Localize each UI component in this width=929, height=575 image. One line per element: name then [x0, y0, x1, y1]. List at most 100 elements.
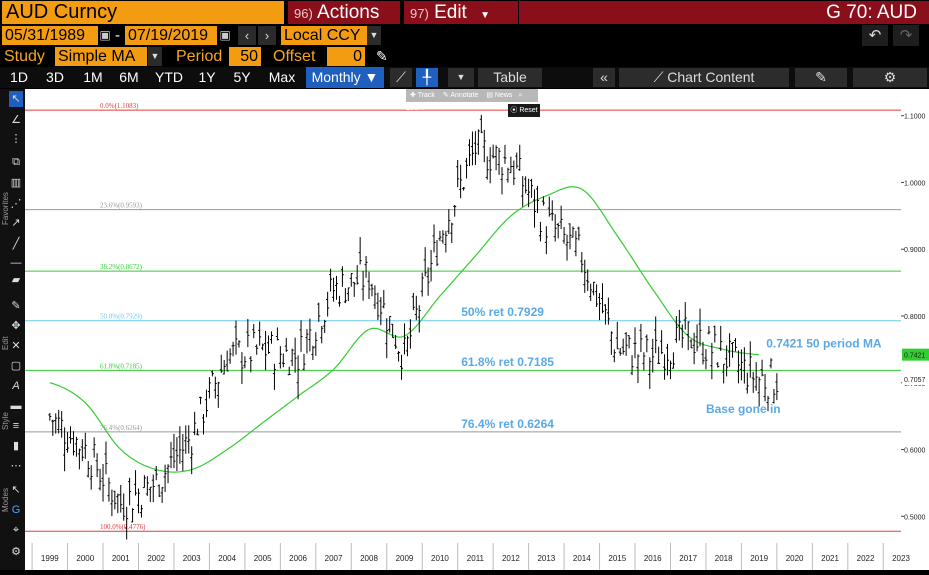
- currency-value: Local CCY: [284, 27, 361, 44]
- reset-label: Reset: [519, 107, 538, 114]
- x-tick-label: 2011: [467, 554, 485, 563]
- range-3d[interactable]: 3D: [46, 69, 64, 85]
- gear-icon[interactable]: ⚙: [853, 68, 927, 87]
- next-period-button[interactable]: ›: [258, 26, 276, 45]
- x-tick-label: 2013: [537, 554, 555, 563]
- range-6m[interactable]: 6M: [119, 69, 139, 85]
- frequency-select[interactable]: Monthly ▼: [306, 67, 384, 88]
- zoom-track-item[interactable]: ✚ Track: [410, 92, 435, 99]
- zoom-zoom-item[interactable]: ⌕ Zoom: [406, 92, 523, 112]
- move-icon[interactable]: ✥: [11, 320, 21, 332]
- pencil-icon[interactable]: ✎: [376, 48, 388, 64]
- zoom-news-item[interactable]: ▤ News: [486, 92, 513, 99]
- dash-icon[interactable]: ⋯: [10, 460, 22, 472]
- x-tick-label: 1999: [41, 554, 59, 563]
- ticker-field[interactable]: AUD Curncy: [2, 1, 284, 24]
- x-tick-label: 2003: [183, 554, 201, 563]
- news-label: News: [494, 92, 513, 99]
- fib-level-label: 38.2%(0.8672): [100, 263, 143, 271]
- x-tick-label: 2002: [147, 554, 165, 563]
- pen-icon[interactable]: ✎: [11, 300, 21, 312]
- channel-icon[interactable]: ⧉: [12, 156, 20, 168]
- pointer-icon[interactable]: ↖: [9, 91, 23, 107]
- chevron-down-icon[interactable]: ▼: [448, 68, 474, 87]
- horizontal-line-icon[interactable]: —: [10, 257, 22, 269]
- actions-menu-button[interactable]: 96) Actions ▼: [288, 1, 400, 45]
- chart-icon: ⟋: [653, 69, 668, 85]
- edit-label: Edit: [434, 2, 467, 23]
- calendar-icon[interactable]: ▣: [99, 28, 111, 42]
- fibonacci-icon[interactable]: ⋮: [10, 133, 22, 145]
- style-section-label: Style: [1, 412, 10, 430]
- zoom-label: Zoom: [406, 105, 424, 112]
- modes-section-label: Modes: [1, 487, 10, 512]
- range-ytd[interactable]: YTD: [155, 69, 183, 85]
- chevron-down-icon[interactable]: ▼: [367, 26, 381, 45]
- chart-plot-area[interactable]: 0.0%(1.1083) 23.6%(0.9593) 38.2%(0.8672) 50…: [25, 89, 901, 543]
- x-tick-label: 2017: [679, 554, 697, 563]
- range-1d[interactable]: 1D: [10, 69, 28, 85]
- last-price-tag: [902, 372, 929, 385]
- ray-icon[interactable]: ↗: [11, 217, 21, 229]
- range-1m[interactable]: 1M: [83, 69, 103, 85]
- reset-zoom-button[interactable]: ⦿ Reset: [508, 104, 540, 117]
- redo-icon[interactable]: ↷: [893, 25, 919, 46]
- line-width-icon[interactable]: ≡: [12, 420, 20, 432]
- parallel-icon[interactable]: ▰: [11, 274, 21, 286]
- currency-select[interactable]: Local CCY: [281, 26, 367, 45]
- gear-icon[interactable]: ⚙: [11, 546, 21, 558]
- period-value: 50: [240, 48, 258, 65]
- last-price-value: 0.7057: [904, 377, 926, 384]
- period-field[interactable]: 50: [229, 47, 261, 66]
- actions-label: Actions: [317, 2, 380, 23]
- line-style-icon[interactable]: ▬: [10, 400, 22, 412]
- price-chart[interactable]: 0.0%(1.1083) 23.6%(0.9593) 38.2%(0.8672) 50…: [25, 89, 901, 543]
- ma-tag: [902, 348, 929, 361]
- date-separator: -: [115, 27, 120, 44]
- bar-chart-icon[interactable]: ╀: [416, 68, 438, 87]
- range-1y[interactable]: 1Y: [198, 69, 216, 85]
- select-mode-icon[interactable]: ↖: [11, 484, 21, 496]
- actions-number: 96): [294, 6, 313, 21]
- x-tick-label: 2010: [431, 554, 449, 563]
- y-tick-label: 0.6000: [904, 448, 926, 455]
- range-5y[interactable]: 5Y: [233, 69, 251, 85]
- fib-arc-icon[interactable]: ⋰: [10, 198, 22, 210]
- study-select[interactable]: Simple MA: [55, 47, 147, 66]
- line-icon[interactable]: ╱: [12, 238, 20, 250]
- range-max[interactable]: Max: [268, 69, 296, 85]
- x-tick-label: 2015: [608, 554, 626, 563]
- trendline-icon[interactable]: ∠: [11, 114, 21, 126]
- undo-icon[interactable]: ↶: [862, 25, 888, 46]
- ruler-icon[interactable]: ▥: [10, 177, 22, 189]
- end-date-field[interactable]: 07/19/2019: [125, 26, 217, 45]
- calendar-icon[interactable]: ▣: [219, 28, 231, 42]
- prev-period-button[interactable]: ‹: [238, 26, 256, 45]
- table-button[interactable]: Table: [478, 68, 542, 87]
- color-icon[interactable]: ▮: [12, 440, 20, 452]
- offset-field[interactable]: 0: [327, 47, 365, 66]
- edit-menu-button[interactable]: 97) Edit ▼: [404, 1, 518, 24]
- zoom-annotate-item[interactable]: ✎ Annotate: [442, 92, 479, 99]
- delete-icon[interactable]: ✕: [11, 340, 21, 352]
- x-tick-label: 2006: [289, 554, 307, 563]
- edit-chart-icon[interactable]: ✎: [795, 68, 847, 87]
- mode-icon[interactable]: G: [11, 504, 21, 516]
- x-tick-label: 2014: [573, 554, 591, 563]
- eraser-icon[interactable]: ▢: [10, 360, 22, 372]
- line-chart-icon[interactable]: ⟋: [390, 68, 412, 87]
- price-bars: [48, 114, 779, 540]
- chevron-down-icon: ▼: [364, 69, 379, 85]
- crosshair-icon[interactable]: ⌖: [12, 524, 20, 536]
- collapse-icon[interactable]: «: [593, 68, 615, 87]
- x-tick-label: 2007: [325, 554, 343, 563]
- chart-title-bar: G 70: AUD: [519, 1, 929, 24]
- fib-level-label: 50.0%(0.7929): [100, 313, 143, 321]
- chart-annotation: 0.7421 50 period MA: [766, 336, 882, 350]
- chart-content-button[interactable]: ⟋ Chart Content: [619, 68, 789, 87]
- chevron-down-icon[interactable]: ▼: [148, 47, 162, 66]
- offset-label: Offset: [273, 48, 316, 65]
- text-icon[interactable]: A: [12, 380, 20, 392]
- x-tick-label: 2018: [715, 554, 733, 563]
- start-date-field[interactable]: 05/31/1989: [2, 26, 98, 45]
